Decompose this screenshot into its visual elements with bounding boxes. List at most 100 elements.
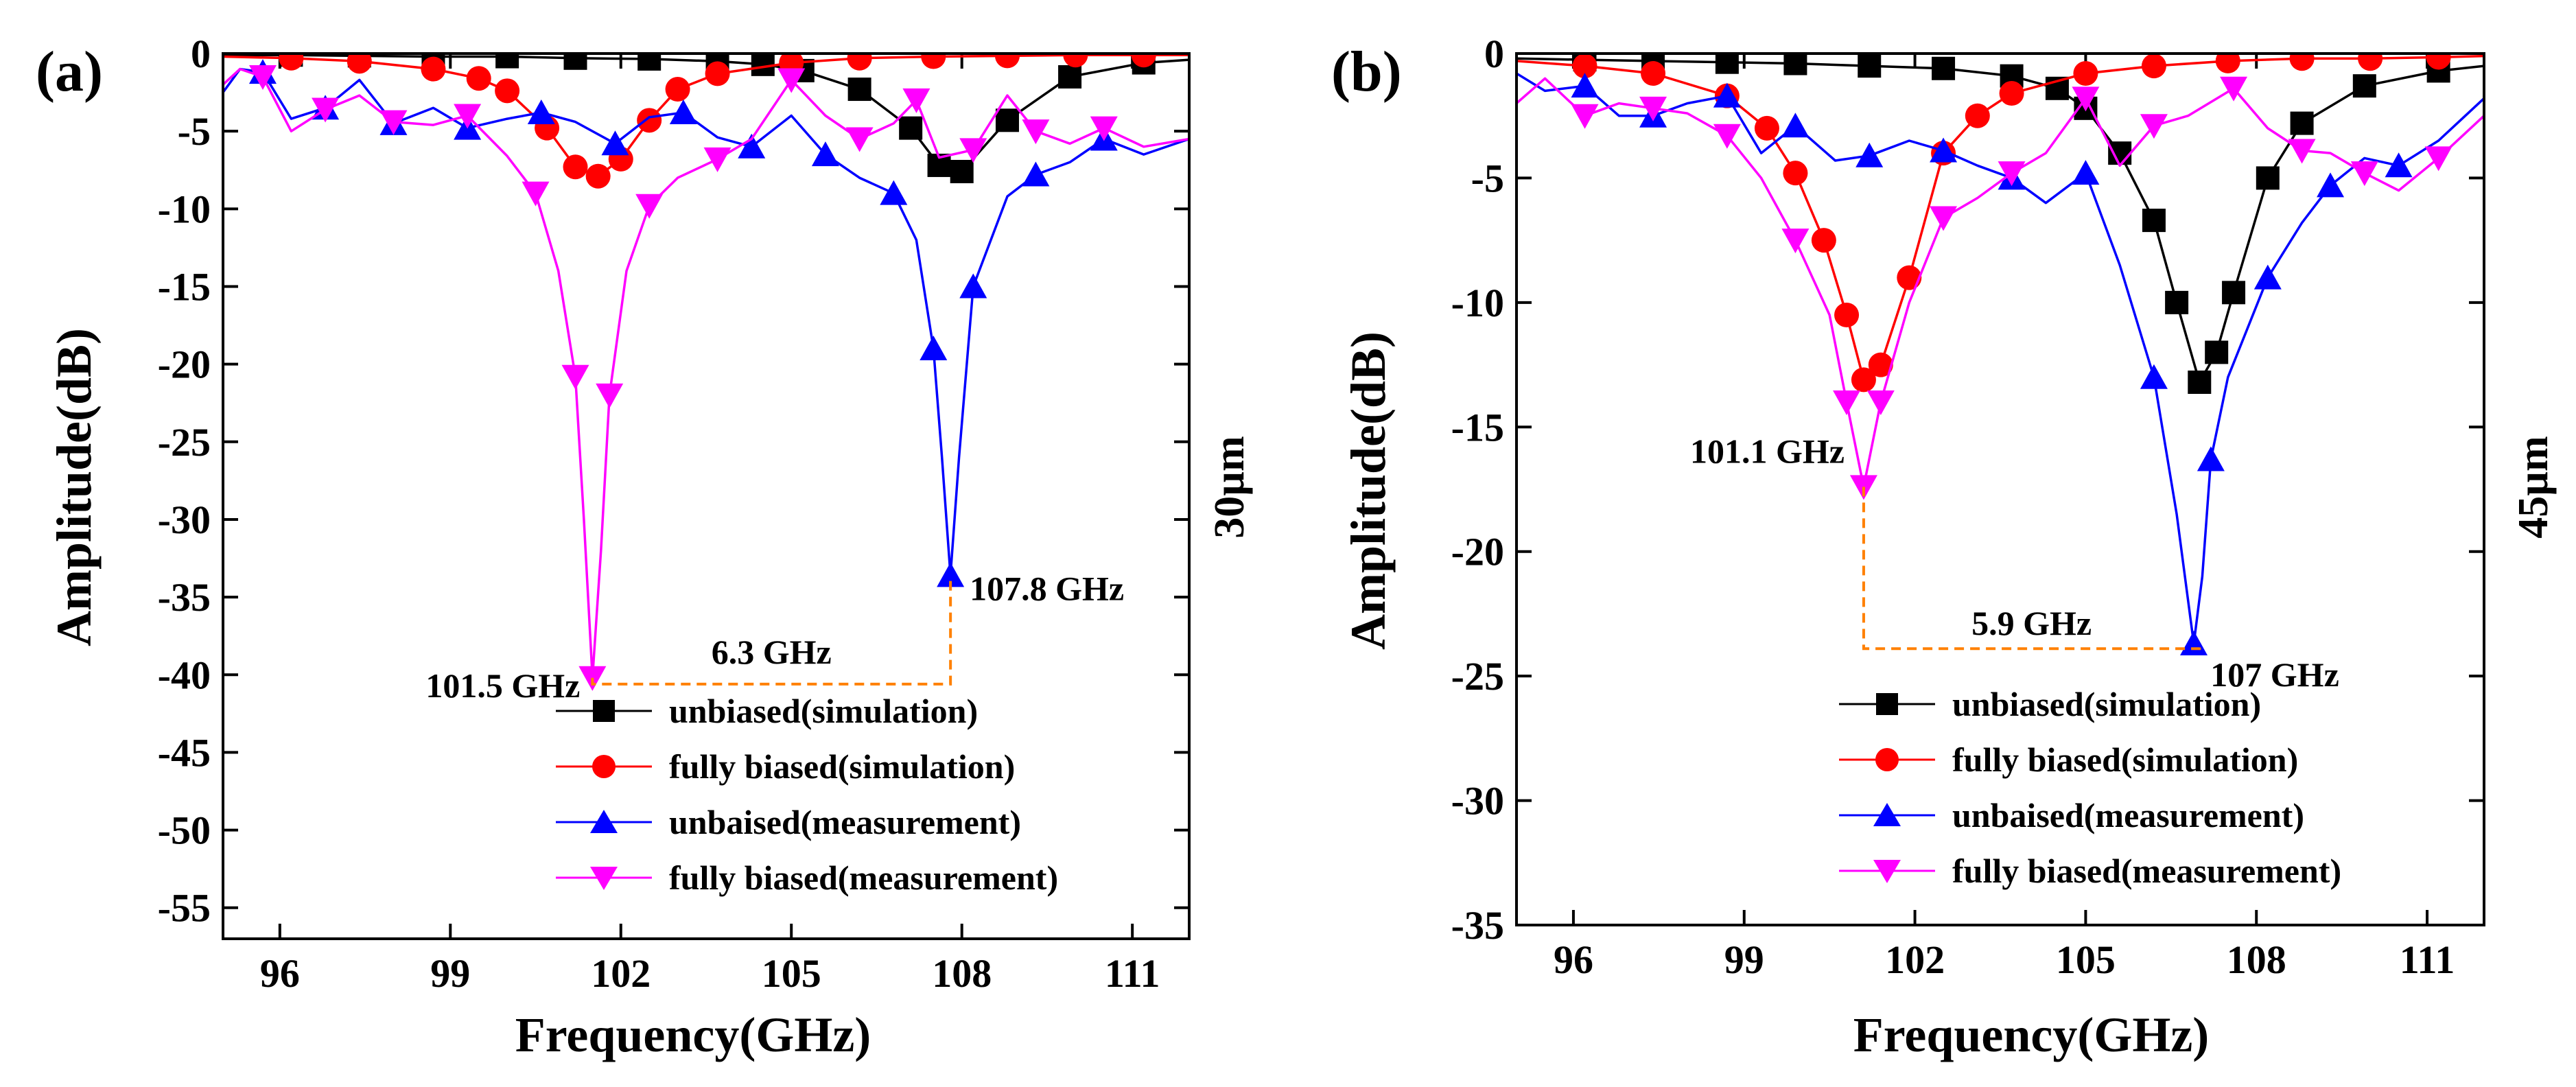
data-point [495, 54, 519, 69]
difference-annotation: 6.3 GHz [712, 633, 832, 671]
data-point [1811, 228, 1836, 253]
data-point [2180, 630, 2208, 655]
legend-marker-square [593, 700, 615, 722]
data-point [279, 54, 304, 71]
y-tick-label: -5 [1471, 156, 1504, 200]
data-point [1781, 229, 1810, 254]
data-point [312, 97, 340, 123]
x-tick-label: 99 [430, 951, 470, 996]
series-fully-biased-simulation [1517, 54, 2484, 393]
data-point [2205, 340, 2229, 364]
data-point [1855, 142, 1884, 167]
data-point [1897, 265, 1922, 290]
panel-b: (b) Amplitude(dB) Frequency(GHz) 45µm 96… [1331, 32, 2557, 1062]
y-tick-label: -50 [158, 808, 211, 853]
data-point [669, 100, 697, 124]
data-point [1754, 115, 1779, 141]
data-point [2140, 114, 2168, 139]
y-tick-label: -10 [1451, 281, 1504, 325]
panel-a: (a) Amplitude(dB) Frequency(GHz) 30µm 96… [36, 32, 1253, 1062]
legend-marker-triangle-down [1873, 860, 1901, 883]
data-point [899, 116, 923, 140]
series-unbiased-simulation [1517, 54, 2484, 394]
legend-marker-triangle-up [590, 810, 618, 833]
data-point [1965, 103, 1990, 128]
data-point [2108, 141, 2132, 165]
difference-bracket [1862, 487, 2201, 651]
data-point [2350, 161, 2378, 187]
data-point [1783, 54, 1807, 75]
y-tick-label: -20 [158, 342, 211, 387]
data-point [1932, 56, 1956, 80]
legend-label-fully-biased-simulation: fully biased(simulation) [669, 747, 1015, 786]
data-point [2385, 152, 2413, 178]
x-tick-label: 111 [1105, 951, 1160, 996]
data-point [347, 54, 372, 74]
data-point [635, 194, 664, 219]
data-point [1858, 54, 1882, 78]
x-tick-label: 96 [1554, 937, 1593, 982]
x-tick-label: 99 [1724, 937, 1764, 982]
data-point [959, 273, 987, 299]
data-point [2073, 61, 2098, 86]
x-axis-label: Frequency(GHz) [515, 1007, 871, 1062]
legend-marker-circle [1875, 748, 1899, 771]
legend-label-fully-biased-measurement: fully biased(measurement) [1952, 852, 2341, 890]
y-tick-label: 0 [1484, 32, 1504, 76]
data-point [2072, 160, 2100, 185]
x-axis-label: Frequency(GHz) [1853, 1007, 2210, 1062]
data-point [2197, 446, 2225, 471]
data-point [1090, 116, 1118, 141]
panel-label: (b) [1331, 40, 1402, 104]
x-tick-label: 105 [2056, 937, 2116, 982]
data-point [637, 108, 662, 133]
data-point [1866, 390, 1895, 415]
legend-label-fully-biased-simulation: fully biased(simulation) [1952, 740, 2298, 779]
data-point [959, 138, 987, 163]
data-point [1022, 161, 1050, 187]
data-point [2256, 166, 2280, 190]
data-point [248, 65, 277, 90]
x-tick-label: 111 [2400, 937, 2455, 982]
series-fully-biased-simulation [223, 54, 1189, 189]
data-point [1783, 161, 1808, 186]
data-point [561, 364, 589, 390]
x-tick-label: 102 [591, 951, 651, 996]
y-tick-label: -55 [158, 886, 211, 931]
series-line-unbiased-simulation [1517, 57, 2484, 384]
legend: unbiased(simulation) fully biased(simula… [1839, 685, 2341, 890]
data-point [601, 130, 629, 156]
data-point [1998, 161, 2026, 187]
data-point [1930, 206, 1958, 231]
data-point [751, 54, 775, 76]
data-point [1834, 303, 1860, 327]
data-point [637, 54, 661, 71]
data-point [2424, 146, 2452, 172]
data-point [1713, 124, 1741, 149]
data-point [880, 180, 908, 205]
legend-label-unbiased-simulation: unbiased(simulation) [669, 692, 978, 730]
data-point [2215, 54, 2240, 73]
data-point [466, 66, 491, 91]
series-unbaised-measurement [1517, 72, 2484, 655]
legend-marker-triangle-up [1873, 803, 1901, 826]
x-tick-label: 108 [932, 951, 992, 996]
data-point [2288, 139, 2316, 164]
data-point [920, 336, 948, 360]
data-point [495, 78, 520, 104]
data-point [1851, 367, 1876, 393]
data-point [522, 181, 550, 207]
data-point [994, 54, 1020, 69]
data-point [1571, 73, 1599, 98]
peak-annotation: 107 GHz [2210, 655, 2339, 694]
series-line-fully-biased-measurement [1517, 77, 2484, 489]
data-point [811, 141, 839, 167]
data-point [1022, 119, 1050, 145]
data-point [2426, 54, 2451, 70]
data-point [1571, 104, 1599, 129]
data-point [2140, 364, 2168, 389]
y-tick-label: -45 [158, 730, 211, 775]
data-point [1715, 54, 1739, 74]
peak-annotation: 101.5 GHz [425, 666, 580, 705]
data-point [2141, 54, 2166, 79]
